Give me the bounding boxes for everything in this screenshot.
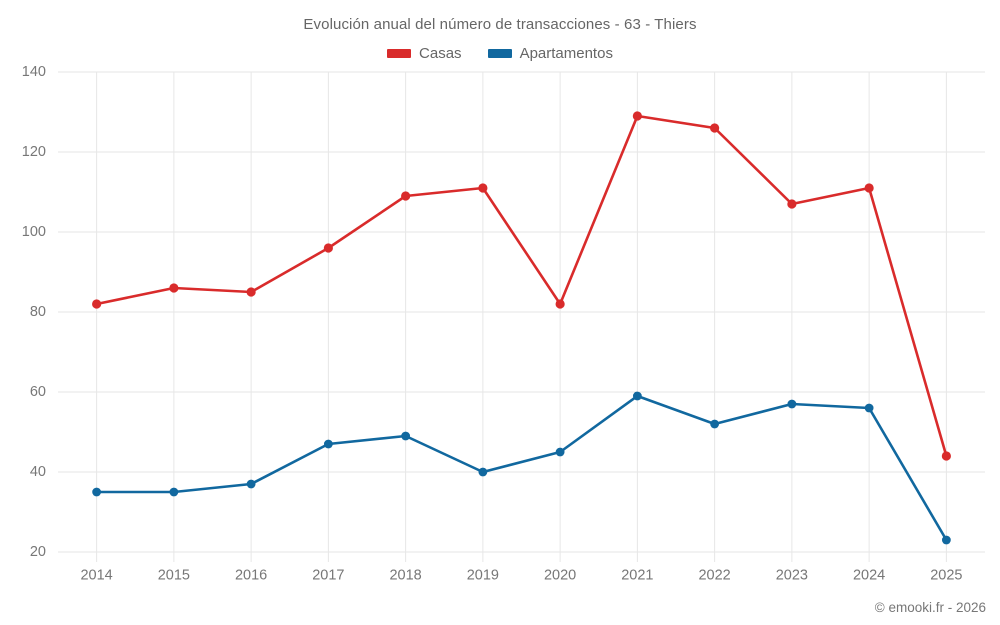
data-point-marker[interactable] (555, 447, 565, 457)
data-point-marker[interactable] (787, 199, 797, 209)
chart-title: Evolución anual del número de transaccio… (303, 16, 697, 33)
data-point-marker[interactable] (92, 487, 102, 497)
data-point-marker[interactable] (246, 287, 256, 297)
y-axis-tick-label: 80 (30, 304, 46, 320)
y-axis-tick-label: 60 (30, 384, 46, 400)
x-axis-tick-label: 2015 (158, 568, 190, 584)
x-axis-tick-label: 2018 (389, 568, 421, 584)
data-point-marker[interactable] (787, 399, 797, 409)
x-axis-tick-label: 2025 (930, 568, 962, 584)
data-point-marker[interactable] (710, 419, 720, 429)
data-point-marker[interactable] (401, 191, 411, 201)
y-axis-tick-label: 20 (30, 544, 46, 560)
data-point-marker[interactable] (323, 439, 333, 449)
data-point-marker[interactable] (632, 391, 642, 401)
x-axis-tick-label: 2020 (544, 568, 576, 584)
data-point-marker[interactable] (246, 479, 256, 489)
legend-swatch-apartamentos-icon (487, 49, 512, 58)
data-point-marker[interactable] (323, 243, 333, 253)
data-point-marker[interactable] (169, 487, 179, 497)
y-axis-tick-label: 120 (22, 144, 46, 160)
legend-item-casas[interactable]: Casas (387, 45, 462, 62)
data-point-marker[interactable] (555, 299, 565, 309)
grid-lines (58, 71, 985, 562)
x-axis-tick-label: 2024 (853, 568, 885, 584)
x-axis-tick-label: 2022 (698, 568, 730, 584)
y-axis-labels: 20 40 60 80 100 120 140 (22, 64, 46, 560)
data-point-marker[interactable] (864, 183, 874, 193)
data-point-marker[interactable] (478, 467, 488, 477)
x-axis-tick-label: 2016 (235, 568, 267, 584)
legend-label-apartamentos: Apartamentos (519, 45, 613, 62)
x-axis-tick-label: 2014 (80, 568, 112, 584)
x-axis-tick-label: 2021 (621, 568, 653, 584)
data-point-marker[interactable] (864, 403, 874, 413)
data-point-marker[interactable] (941, 451, 951, 461)
x-axis-tick-label: 2019 (467, 568, 499, 584)
series-markers (92, 111, 951, 545)
y-axis-tick-label: 100 (22, 224, 46, 240)
data-point-marker[interactable] (710, 123, 720, 133)
y-axis-tick-label: 40 (30, 464, 46, 480)
series-line-casas (95, 114, 948, 458)
y-axis-tick-label: 140 (22, 64, 46, 80)
legend-item-apartamentos[interactable]: Apartamentos (487, 45, 613, 62)
chart-legend: Casas Apartamentos (0, 45, 1000, 62)
series-line-apartamentos (95, 394, 948, 542)
x-axis-tick-label: 2023 (776, 568, 808, 584)
legend-swatch-casas-icon (387, 49, 412, 58)
chart-credit: © emooki.fr - 2026 (874, 600, 986, 615)
data-point-marker[interactable] (401, 431, 411, 441)
data-point-marker[interactable] (632, 111, 642, 121)
series-lines (95, 114, 948, 542)
data-point-marker[interactable] (941, 535, 951, 545)
data-point-marker[interactable] (169, 283, 179, 293)
legend-label-casas: Casas (419, 45, 462, 62)
x-axis-tick-label: 2017 (312, 568, 344, 584)
data-point-marker[interactable] (92, 299, 102, 309)
x-axis-labels: 2014 2015 2016 2017 2018 2019 2020 2021 2022 2023… (80, 568, 962, 584)
data-point-marker[interactable] (478, 183, 488, 193)
